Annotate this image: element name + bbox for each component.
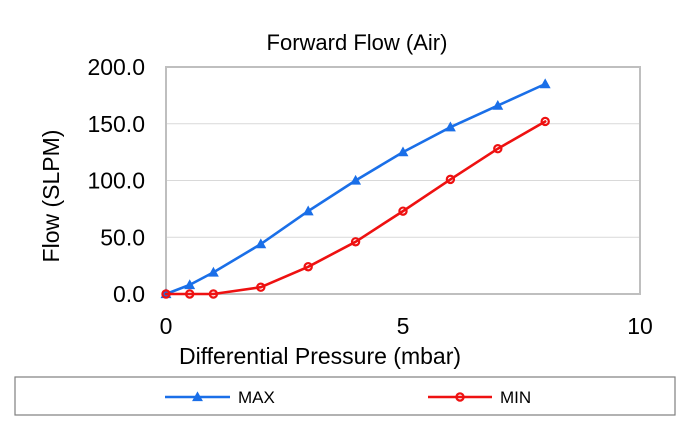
- data-point-min: [350, 237, 361, 247]
- legend-label-min: MIN: [500, 388, 531, 407]
- legend-label-max: MAX: [238, 388, 275, 407]
- data-point-max: [492, 99, 504, 110]
- x-axis-ticks: 0 5 10: [160, 313, 653, 339]
- legend-marker-max: [192, 391, 203, 402]
- series-layer: [160, 78, 551, 299]
- data-point-max: [255, 238, 267, 249]
- data-point-min: [398, 206, 408, 216]
- series-min: [161, 116, 550, 299]
- data-point-max: [184, 279, 196, 290]
- chart-title: Forward Flow (Air): [267, 30, 448, 55]
- data-point-min: [184, 289, 195, 299]
- legend-item-max: MAX: [165, 388, 275, 407]
- y-tick-label: 100.0: [87, 168, 145, 194]
- grid-lines: [166, 66, 640, 295]
- data-point-min: [161, 289, 171, 299]
- data-point-max: [539, 78, 551, 89]
- data-point-min: [493, 144, 503, 154]
- y-tick-label: 200.0: [87, 54, 145, 80]
- y-tick-label: 150.0: [87, 111, 145, 137]
- y-tick-label: 0.0: [113, 281, 145, 307]
- legend: MAX MIN: [165, 388, 531, 407]
- x-tick-label: 0: [160, 313, 173, 339]
- data-point-min: [303, 262, 313, 272]
- series-max: [160, 78, 551, 299]
- data-point-max: [350, 174, 362, 185]
- series-line-min: [164, 120, 547, 296]
- x-axis-title: Differential Pressure (mbar): [179, 343, 461, 369]
- data-point-min: [256, 282, 266, 292]
- series-line-max: [164, 82, 547, 296]
- data-point-max: [302, 205, 314, 216]
- data-point-min: [445, 174, 456, 185]
- y-tick-label: 50.0: [100, 224, 145, 250]
- y-axis-ticks: 0.0 50.0 100.0 150.0 200.0: [87, 54, 145, 307]
- data-point-max: [207, 266, 219, 277]
- plot-area-frame: [165, 66, 641, 295]
- legend-marker-min: [455, 392, 465, 402]
- legend-item-min: MIN: [428, 388, 531, 407]
- data-point-min: [540, 116, 550, 127]
- data-point-max: [444, 121, 456, 132]
- y-axis-title: Flow (SLPM): [38, 130, 64, 263]
- data-point-max: [397, 146, 409, 157]
- x-tick-label: 5: [397, 313, 410, 339]
- x-tick-label: 10: [627, 313, 653, 339]
- data-point-min: [208, 289, 219, 299]
- legend-box: [14, 376, 676, 416]
